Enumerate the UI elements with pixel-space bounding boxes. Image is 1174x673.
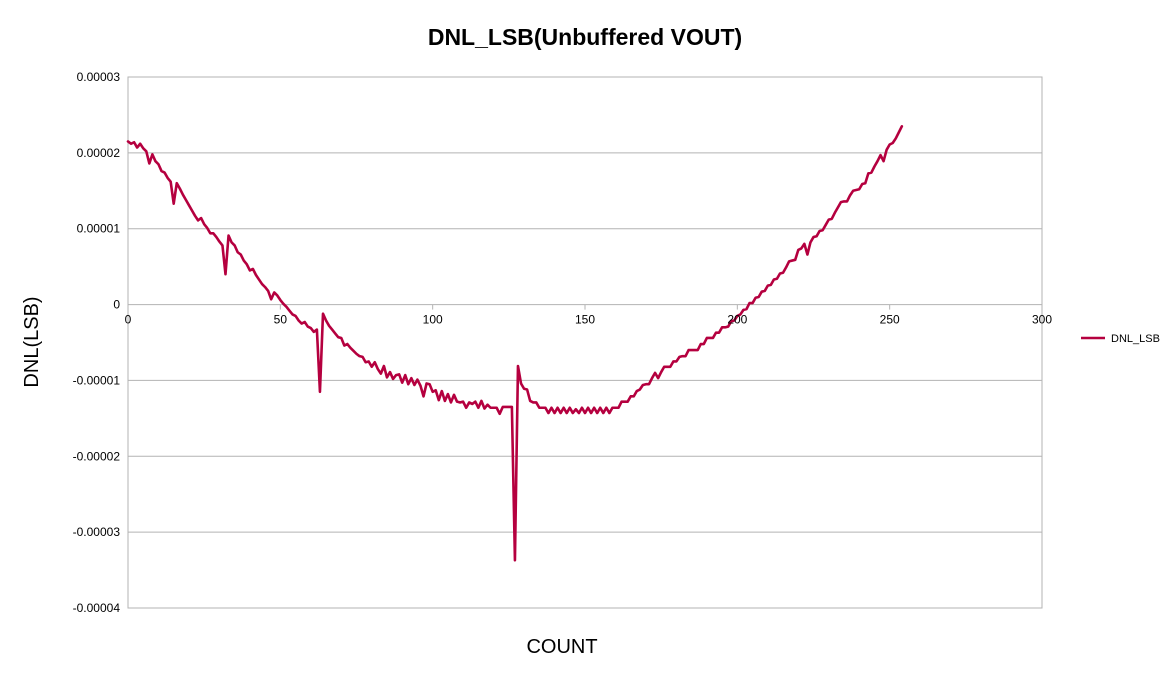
- y-tick-label: -0.00001: [73, 373, 121, 387]
- y-tick-label: -0.00002: [73, 449, 121, 463]
- series-line-dnl-lsb: [126, 125, 904, 562]
- x-tick-label: 50: [274, 313, 288, 327]
- y-axis-title: DNL(LSB): [21, 296, 43, 387]
- axes: [127, 76, 1043, 609]
- tick-labels: 0.00003 0.00002 0.00001 0 -0.00001 -0.00002 -0…: [73, 70, 1053, 615]
- chart-title: DNL_LSB(Unbuffered VOUT): [428, 24, 742, 50]
- x-tick-label: 250: [880, 313, 900, 327]
- x-tick-label: 300: [1032, 313, 1052, 327]
- y-tick-label: -0.00004: [73, 601, 121, 615]
- x-tick-label: 0: [125, 313, 132, 327]
- x-tick-label: 100: [423, 313, 443, 327]
- gridlines: [128, 76, 1042, 609]
- y-tick-label: -0.00003: [73, 525, 121, 539]
- y-tick-label: 0.00002: [77, 146, 121, 160]
- legend: DNL_LSB: [1081, 333, 1160, 345]
- y-tick-label: 0: [113, 298, 120, 312]
- y-tick-label: 0.00003: [77, 70, 121, 84]
- y-tick-label: 0.00001: [77, 222, 121, 236]
- x-axis-title: COUNT: [526, 636, 597, 658]
- x-tick-label: 150: [575, 313, 595, 327]
- legend-label: DNL_LSB: [1111, 333, 1160, 345]
- plot-frame: [127, 76, 1043, 609]
- series-layer: [126, 125, 904, 562]
- x-tick-label: 200: [727, 313, 747, 327]
